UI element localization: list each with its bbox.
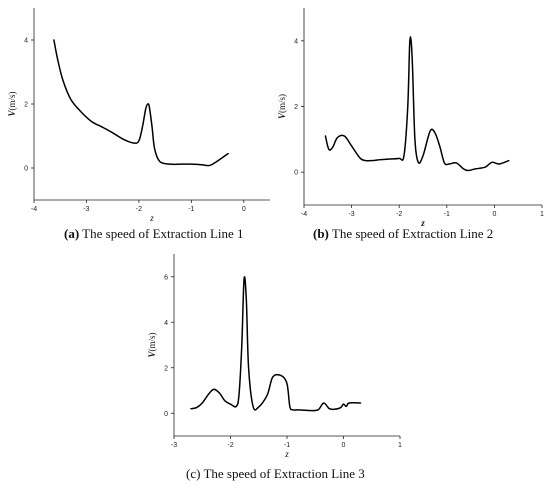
y-tick-label: 2 [164,365,168,372]
y-tick-label: 0 [294,170,298,177]
chart-extraction-line-1: -4 -3 -2 -1 0 0 2 4 z V(m/s) [7,8,270,223]
series-line-0 [324,36,510,172]
x-tick-label: -3 [83,206,89,213]
caption-c: (c) The speed of Extraction Line 3 [186,466,365,482]
x-tick-label: -2 [396,211,402,218]
y-tick-label: 4 [294,38,298,45]
caption-b: (b) The speed of Extraction Line 2 [313,226,493,242]
caption-tag: (b) [313,226,329,241]
x-axis-label: z [149,213,154,223]
x-tick-label: 0 [492,211,496,218]
chart-extraction-line-3: -3 -2 -1 0 1 0 2 4 6 z V(m/s) [147,254,402,459]
x-tick-label: -1 [284,442,290,449]
x-tick-label: -4 [31,206,37,213]
y-tick-label: 2 [294,104,298,111]
y-tick-label: 4 [24,38,28,45]
x-tick-label: 0 [342,442,346,449]
y-axis-label: V(m/s) [147,332,157,357]
y-tick-label: 0 [24,166,28,173]
x-tick-label: -1 [188,206,194,213]
chart-extraction-line-2: -4 -3 -2 -1 0 1 0 2 4 z V(m/s) [277,8,544,228]
x-axis-label: z [420,218,425,228]
caption-a: (a) The speed of Extraction Line 1 [64,226,244,242]
series-line-0 [53,39,229,167]
caption-tag: (a) [64,226,80,241]
y-tick-label: 0 [164,411,168,418]
x-tick-label: -4 [301,211,307,218]
x-tick-label: -2 [136,206,142,213]
y-tick-label: 6 [164,274,168,281]
x-tick-label: -3 [348,211,354,218]
caption-text: The speed of Extraction Line 3 [200,466,365,481]
caption-text: The speed of Extraction Line 2 [328,226,494,241]
x-tick-label: 1 [398,442,402,449]
x-tick-label: 0 [242,206,246,213]
x-tick-label: -1 [444,211,450,218]
series-line-0 [190,276,362,412]
y-tick-label: 2 [24,102,28,109]
caption-tag: (c) [186,466,201,481]
y-axis-label: V(m/s) [7,91,17,116]
y-tick-label: 4 [164,320,168,327]
x-tick-label: -2 [227,442,233,449]
x-axis-label: z [284,449,289,459]
caption-text: The speed of Extraction Line 1 [79,226,244,241]
x-tick-label: 1 [540,211,544,218]
y-axis-label: V(m/s) [277,94,287,119]
x-tick-label: -3 [171,442,177,449]
